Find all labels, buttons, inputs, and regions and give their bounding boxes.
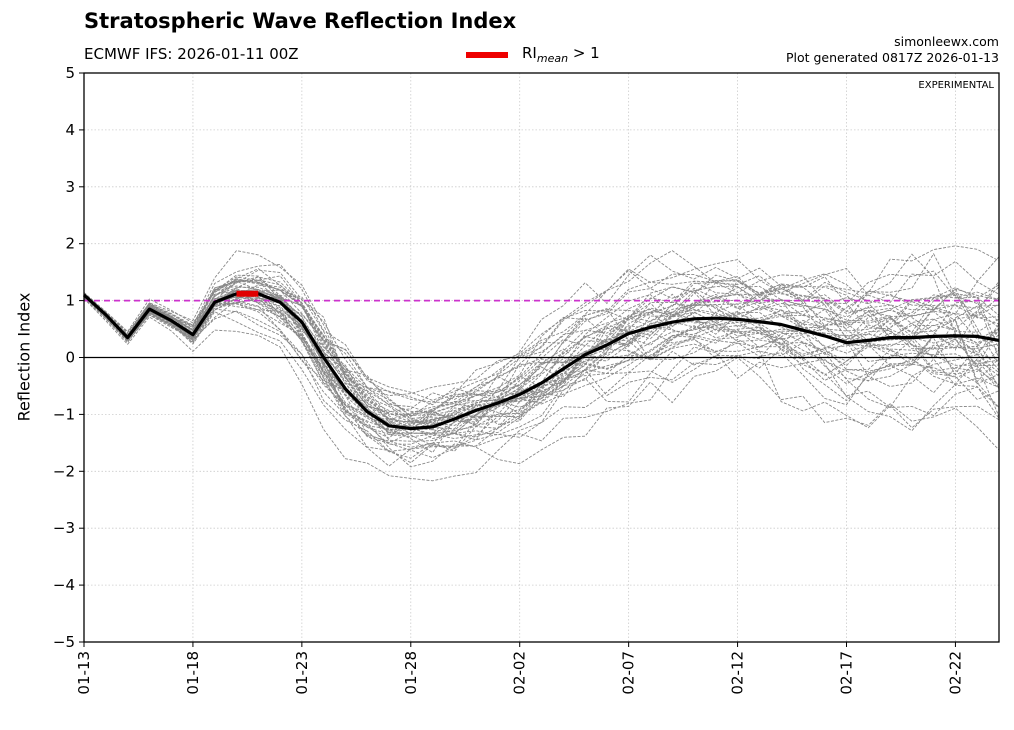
y-tick-label: −1: [53, 405, 75, 423]
experimental-watermark: EXPERIMENTAL: [918, 80, 994, 91]
chart-subtitle: ECMWF IFS: 2026-01-11 00Z: [84, 45, 299, 63]
ensemble-member-line: [83, 268, 1000, 406]
ensemble-member-line: [83, 294, 1000, 428]
ensemble-members: [83, 245, 1000, 482]
ensemble-member-line: [83, 298, 1000, 482]
x-tick-label: 02-17: [838, 651, 856, 695]
y-ticks: −5 −4 −3 −2 −1 0 1 2 3 4 5: [53, 64, 84, 651]
ensemble-member-line: [83, 279, 1000, 444]
ensemble-member-line: [83, 280, 1000, 419]
ensemble-member-line: [83, 292, 1000, 442]
ensemble-member-line: [83, 274, 1000, 425]
y-tick-label: 4: [65, 121, 75, 139]
y-tick-label: −4: [53, 576, 75, 594]
ensemble-member-line: [83, 296, 1000, 468]
y-tick-label: −3: [53, 519, 75, 537]
ensemble-member-line: [83, 286, 1000, 435]
y-tick-label: 5: [65, 64, 75, 82]
ensemble-member-line: [83, 245, 1000, 401]
ensemble-member-line: [83, 279, 1000, 413]
ensemble-member-line: [83, 296, 1000, 440]
ensemble-mean-line: [82, 292, 1000, 431]
ensemble-member-line: [83, 250, 1000, 413]
ensemble-member-line: [83, 250, 1000, 417]
y-axis-label: Reflection Index: [14, 292, 34, 422]
x-tick-label: 01-18: [184, 651, 202, 695]
legend-swatch: [466, 51, 508, 58]
ensemble-member-line: [83, 297, 1000, 464]
ensemble-member-line: [83, 291, 1000, 433]
ensemble-member-line: [83, 276, 1000, 404]
x-tick-label: 02-22: [946, 651, 964, 695]
ensemble-member-line: [83, 259, 1000, 397]
ensemble-member-line: [83, 276, 1000, 431]
x-ticks: 01-13 01-18 01-23 01-28 02-02 02-07 02-12 02-17…: [75, 642, 964, 695]
x-tick-label: 01-13: [75, 651, 93, 695]
ensemble-member-line: [83, 276, 1000, 430]
y-tick-label: 0: [65, 349, 75, 367]
credit-site: simonleewx.com: [894, 34, 999, 49]
y-tick-label: −5: [53, 633, 75, 651]
ensemble-member-line: [83, 290, 1000, 422]
x-tick-label: 02-12: [729, 651, 747, 695]
y-tick-label: 2: [65, 235, 75, 253]
ensemble-member-line: [83, 297, 1000, 467]
credit-generated: Plot generated 0817Z 2026-01-13: [785, 50, 999, 65]
ensemble-member-line: [83, 275, 1000, 416]
y-tick-label: 1: [65, 292, 75, 310]
x-tick-label: 01-23: [293, 651, 311, 695]
legend-label: RImean > 1: [522, 44, 600, 65]
ensemble-member-line: [83, 279, 1000, 432]
chart-title: Stratospheric Wave Reflection Index: [84, 9, 517, 33]
x-tick-label: 02-07: [620, 651, 638, 695]
ensemble-member-line: [83, 294, 1000, 439]
y-tick-label: 3: [65, 178, 75, 196]
legend: RImean > 1: [466, 44, 600, 65]
ensemble-member-line: [83, 293, 1000, 426]
x-tick-label: 02-02: [511, 651, 529, 695]
x-tick-label: 01-28: [402, 651, 420, 695]
y-tick-label: −2: [53, 462, 75, 480]
